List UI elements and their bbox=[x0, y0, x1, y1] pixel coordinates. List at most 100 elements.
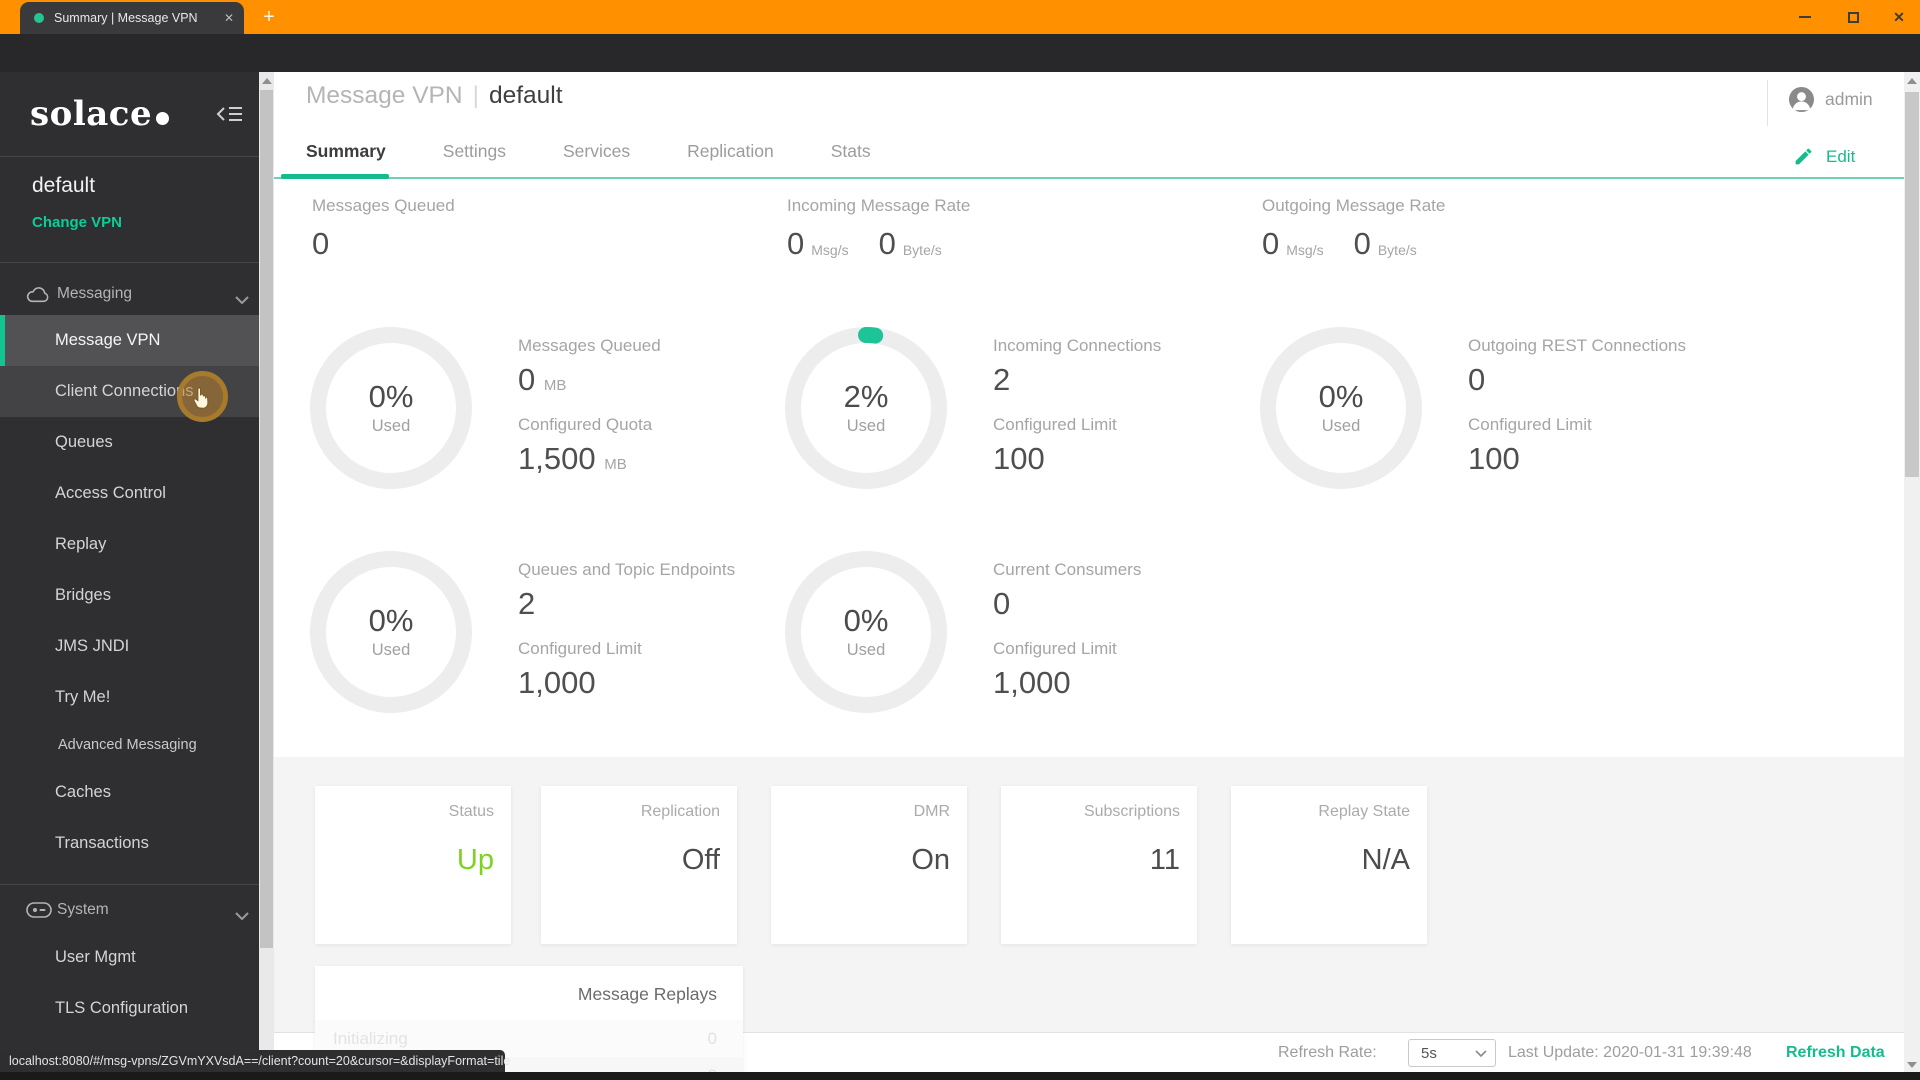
stat-value: 0 bbox=[787, 226, 805, 261]
stat-value: 0 bbox=[312, 226, 330, 261]
browser-titlebar: Summary | Message VPN ✕ + ✕ bbox=[0, 0, 1920, 34]
message-replays-title: Message Replays bbox=[577, 984, 717, 1004]
sidebar-item-message-vpn[interactable]: Message VPN bbox=[0, 315, 259, 366]
page-title-separator: | bbox=[472, 82, 479, 109]
card-subscriptions: Subscriptions 11 bbox=[1001, 786, 1197, 944]
window-minimize-button[interactable] bbox=[1790, 8, 1820, 26]
card-value: On bbox=[911, 844, 950, 876]
card-label: Replication bbox=[640, 803, 720, 820]
user-menu[interactable]: admin bbox=[1788, 86, 1873, 113]
scroll-up-icon[interactable] bbox=[1907, 78, 1917, 84]
tab-favicon-icon bbox=[34, 13, 44, 23]
tab-replication[interactable]: Replication bbox=[687, 141, 774, 161]
sidebar-item-jms-jndi[interactable]: JMS JNDI bbox=[55, 637, 130, 655]
edit-button[interactable]: Edit bbox=[1793, 146, 1855, 167]
stat-unit: Msg/s bbox=[1286, 242, 1324, 258]
card-value: 11 bbox=[1149, 844, 1180, 876]
refresh-rate-select[interactable]: 5s bbox=[1408, 1039, 1496, 1067]
refresh-data-button[interactable]: Refresh Data bbox=[1786, 1044, 1885, 1061]
tab-bar-baseline bbox=[274, 177, 1904, 179]
card-value: Up bbox=[456, 844, 494, 876]
sidebar-item-advanced-messaging[interactable]: Advanced Messaging bbox=[58, 737, 197, 753]
chevron-down-icon bbox=[235, 907, 249, 925]
donut-percent: 0% bbox=[368, 602, 414, 638]
sidebar-collapse-button[interactable] bbox=[216, 104, 244, 129]
browser-tab[interactable]: Summary | Message VPN ✕ bbox=[20, 2, 244, 34]
page-title-vpn-name: default bbox=[488, 82, 563, 109]
donut-info-outgoing-rest: Outgoing REST Connections 0 Configured L… bbox=[1468, 336, 1686, 476]
pencil-icon bbox=[1795, 148, 1812, 165]
sidebar-item-access-control[interactable]: Access Control bbox=[55, 484, 166, 502]
sidebar-divider bbox=[0, 156, 259, 157]
sidebar-divider bbox=[0, 262, 259, 263]
donut-percent: 0% bbox=[1318, 378, 1364, 414]
tab-settings[interactable]: Settings bbox=[442, 141, 506, 161]
current-vpn-name: default bbox=[32, 174, 96, 197]
card-label: Status bbox=[448, 803, 494, 820]
stat-label: Outgoing Message Rate bbox=[1262, 196, 1446, 215]
card-replication: Replication Off bbox=[541, 786, 737, 944]
sidebar-item-replay[interactable]: Replay bbox=[55, 535, 107, 553]
section-label: Messaging bbox=[57, 285, 132, 302]
tab-bar: Summary Settings Services Replication St… bbox=[306, 141, 871, 162]
scrollbar-thumb[interactable] bbox=[260, 90, 273, 948]
stat-incoming-rate: Incoming Message Rate 0 Msg/s 0 Byte/s bbox=[787, 196, 970, 259]
sidebar-item-transactions[interactable]: Transactions bbox=[55, 834, 149, 852]
card-label: Replay State bbox=[1318, 803, 1410, 820]
stat-messages-queued: Messages Queued 0 bbox=[312, 196, 455, 259]
hand-cursor-icon bbox=[193, 387, 209, 409]
donut-info-queues-endpoints: Queues and Topic Endpoints 2 Configured … bbox=[518, 560, 736, 700]
window-bottom-edge bbox=[0, 1072, 1920, 1080]
donut-queues-endpoints: 0% Used bbox=[310, 551, 472, 713]
system-icon bbox=[26, 902, 52, 923]
scroll-down-icon[interactable] bbox=[1907, 1062, 1917, 1068]
sidebar-section-messaging[interactable]: Messaging bbox=[0, 278, 259, 312]
stat-value: 0 bbox=[878, 226, 896, 261]
sidebar-item-bridges[interactable]: Bridges bbox=[55, 586, 111, 604]
window-maximize-button[interactable] bbox=[1838, 8, 1868, 26]
sidebar-item-tls-configuration[interactable]: TLS Configuration bbox=[55, 999, 188, 1017]
donut-percent: 0% bbox=[843, 602, 889, 638]
donut-info-message-spool: Messages Queued 0 MB Configured Quota 1,… bbox=[518, 336, 661, 476]
card-status: Status Up bbox=[315, 786, 511, 944]
tab-services[interactable]: Services bbox=[563, 141, 631, 161]
scrollbar-thumb[interactable] bbox=[1905, 92, 1919, 477]
tab-summary[interactable]: Summary bbox=[306, 141, 386, 161]
sidebar-scrollbar[interactable] bbox=[259, 72, 274, 1080]
active-tab-underline bbox=[281, 174, 389, 179]
page-title: Message VPN | default bbox=[306, 82, 563, 110]
donut-used-label: Used bbox=[1321, 417, 1361, 436]
card-dmr: DMR On bbox=[771, 786, 967, 944]
change-vpn-link[interactable]: Change VPN bbox=[32, 214, 123, 231]
scroll-up-icon[interactable] bbox=[262, 78, 272, 84]
browser-toolbar: localhost:8080/#/msg-vpns/ZGVmYXVsdA==/p… bbox=[0, 34, 1920, 102]
donut-info-current-consumers: Current Consumers 0 Configured Limit 1,0… bbox=[993, 560, 1142, 700]
sidebar-item-caches[interactable]: Caches bbox=[55, 783, 111, 801]
sidebar-item-try-me[interactable]: Try Me! bbox=[55, 688, 111, 706]
stat-label: Messages Queued bbox=[312, 196, 455, 215]
user-name: admin bbox=[1825, 89, 1873, 109]
section-label: System bbox=[57, 901, 109, 918]
donut-percent: 0% bbox=[368, 378, 414, 414]
sidebar-section-system[interactable]: System bbox=[0, 894, 259, 928]
sidebar-item-queues[interactable]: Queues bbox=[55, 433, 113, 451]
window-close-button[interactable]: ✕ bbox=[1893, 8, 1905, 25]
tab-stats[interactable]: Stats bbox=[830, 141, 871, 161]
page-title-prefix: Message VPN bbox=[306, 82, 463, 109]
solace-logo: solace bbox=[30, 94, 170, 134]
stat-label: Incoming Message Rate bbox=[787, 196, 971, 215]
content-scrollbar[interactable] bbox=[1904, 72, 1920, 1080]
card-label: Subscriptions bbox=[1083, 803, 1180, 820]
card-value: N/A bbox=[1361, 844, 1410, 876]
new-tab-button[interactable]: + bbox=[263, 6, 275, 28]
card-value: Off bbox=[681, 844, 720, 876]
tab-close-icon[interactable]: ✕ bbox=[223, 11, 234, 25]
donut-incoming-connections: 2% Used bbox=[785, 327, 947, 489]
sidebar-item-user-mgmt[interactable]: User Mgmt bbox=[55, 948, 136, 966]
select-chevron-icon bbox=[1475, 1049, 1487, 1057]
collapse-menu-icon bbox=[216, 107, 242, 121]
tab-title: Summary | Message VPN bbox=[54, 11, 198, 25]
last-update-text: Last Update: 2020-01-31 19:39:48 bbox=[1508, 1044, 1752, 1061]
donut-used-label: Used bbox=[846, 641, 886, 660]
